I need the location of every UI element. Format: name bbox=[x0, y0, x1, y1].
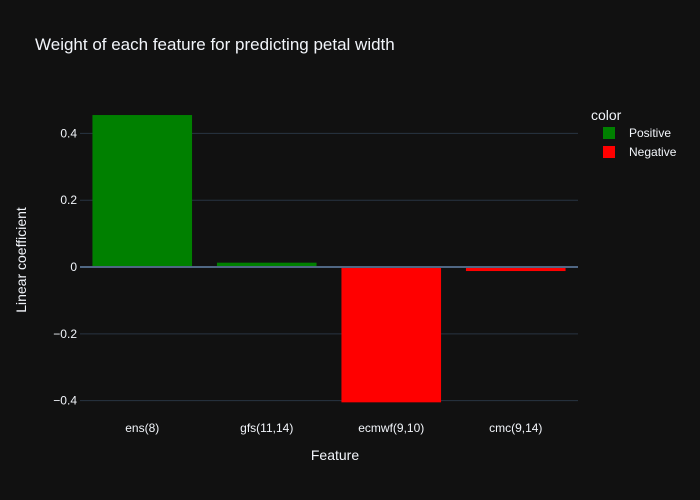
bar-ens(8)[interactable] bbox=[92, 115, 193, 268]
y-tick-label: 0.4 bbox=[60, 126, 77, 140]
legend-label: Positive bbox=[629, 126, 671, 140]
legend-item-positive[interactable]: Positive bbox=[603, 126, 671, 140]
legend-title: color bbox=[591, 107, 622, 123]
x-tick-labels: ens(8) gfs(11,14) ecmwf(9,10) cmc(9,14) bbox=[125, 421, 542, 435]
chart-title: Weight of each feature for predicting pe… bbox=[35, 35, 395, 54]
y-tick-labels: 0.4 0.2 0 −0.2 −0.4 bbox=[53, 126, 77, 407]
bars-layer bbox=[92, 115, 566, 403]
y-tick-label: 0 bbox=[70, 260, 77, 274]
legend[interactable]: color Positive Negative bbox=[591, 107, 677, 159]
bar-gfs(11,14)[interactable] bbox=[216, 262, 317, 268]
y-tick-label: −0.4 bbox=[53, 394, 77, 408]
x-tick-label: gfs(11,14) bbox=[240, 421, 293, 435]
legend-swatch bbox=[603, 146, 615, 158]
legend-label: Negative bbox=[629, 145, 677, 159]
y-tick-label: 0.2 bbox=[60, 193, 77, 207]
x-tick-label: ecmwf(9,10) bbox=[358, 421, 424, 435]
legend-item-negative[interactable]: Negative bbox=[603, 145, 677, 159]
legend-swatch bbox=[603, 127, 615, 139]
x-axis-title: Feature bbox=[311, 447, 359, 463]
bar-cmc(9,14)[interactable] bbox=[465, 267, 566, 272]
y-axis-title: Linear coefficient bbox=[13, 207, 29, 313]
x-tick-label: cmc(9,14) bbox=[489, 421, 542, 435]
x-tick-label: ens(8) bbox=[125, 421, 159, 435]
bar-ecmwf(9,10)[interactable] bbox=[341, 267, 442, 403]
y-tick-label: −0.2 bbox=[53, 327, 77, 341]
